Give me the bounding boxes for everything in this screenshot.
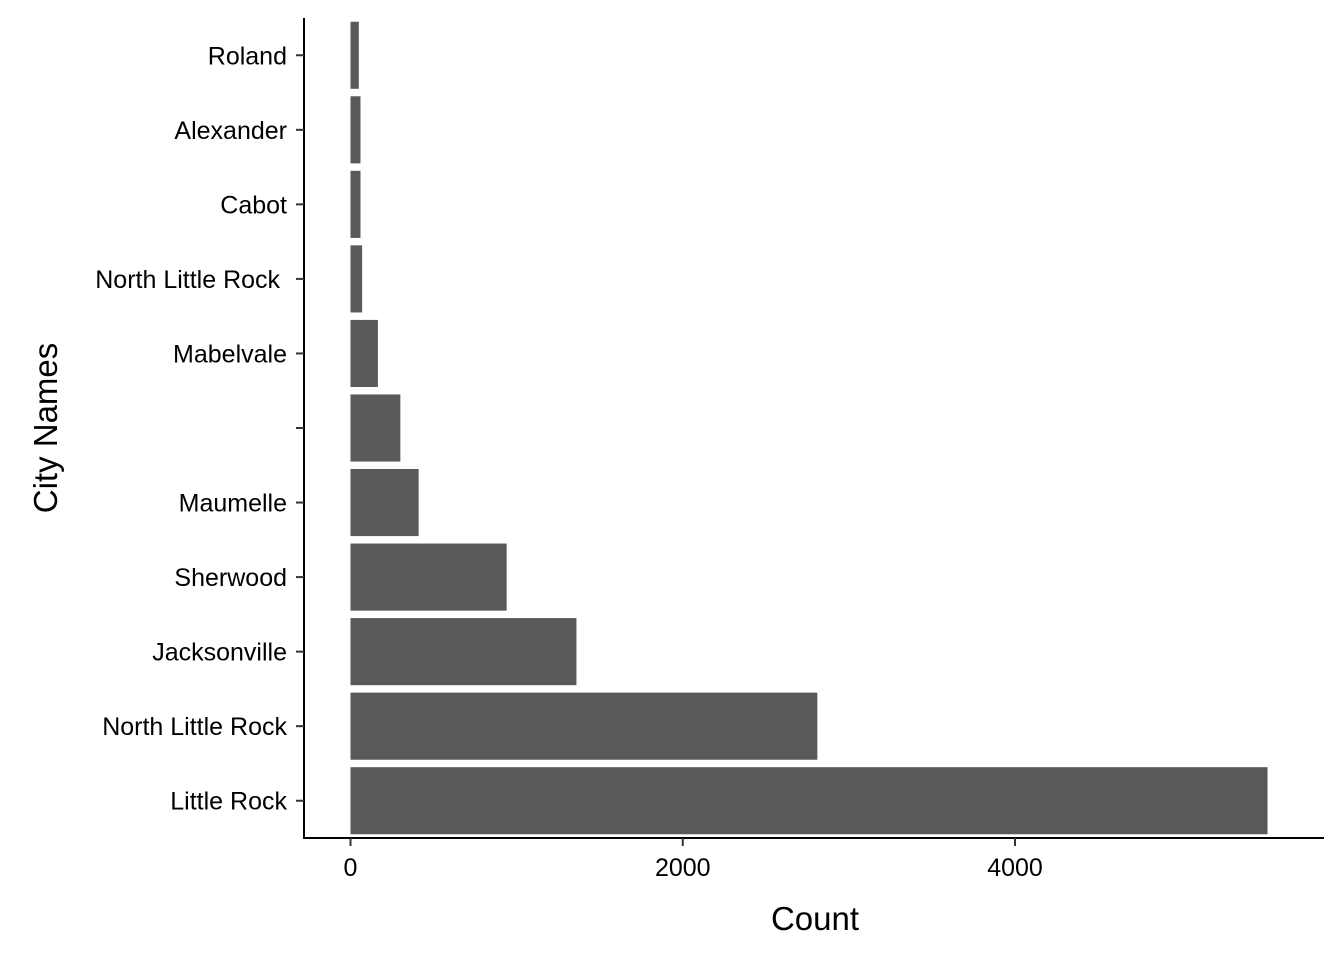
- bar: [350, 767, 1268, 835]
- x-ticks-layer: 0 2000 4000: [344, 838, 1043, 882]
- x-tick-label: 4000: [987, 854, 1043, 882]
- y-tick-label: Alexander: [174, 117, 287, 145]
- y-tick-label: Sherwood: [174, 564, 287, 592]
- y-tick-label: Little Rock: [170, 788, 287, 816]
- bar: [350, 170, 361, 238]
- y-axis-title: City Names: [27, 343, 64, 514]
- bar: [350, 618, 577, 686]
- x-tick-label: 2000: [655, 854, 711, 882]
- bar: [350, 692, 818, 760]
- x-axis-title: Count: [771, 900, 859, 937]
- bar: [350, 543, 507, 611]
- bar: [350, 469, 419, 537]
- bar: [350, 21, 359, 89]
- y-tick-label: Mabelvale: [173, 340, 287, 368]
- y-tick-label: Roland: [208, 42, 287, 70]
- bar: [350, 319, 378, 387]
- y-ticks-layer: Little Rock North Little Rock Jacksonville…: [95, 42, 304, 816]
- x-tick-label: 0: [344, 854, 358, 882]
- bar: [350, 394, 401, 462]
- bar: [350, 245, 363, 313]
- y-tick-label: North Little Rock: [102, 713, 287, 741]
- y-tick-label: Cabot: [220, 191, 287, 219]
- bar: [350, 96, 361, 164]
- bars-layer: [350, 21, 1268, 835]
- y-tick-label: Jacksonville: [152, 639, 287, 667]
- y-tick-label: Maumelle: [179, 490, 287, 518]
- y-tick-label: North Little Rock: [95, 266, 287, 294]
